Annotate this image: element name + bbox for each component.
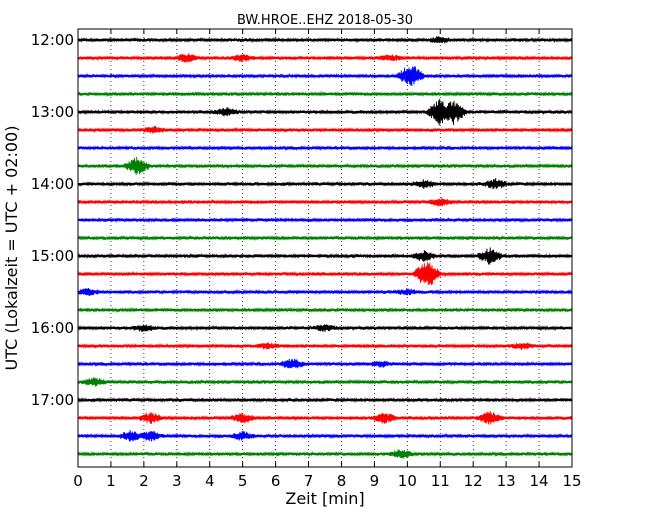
y-tick-label: 15:00	[31, 247, 74, 265]
trace-1330	[77, 144, 573, 152]
y-tick-label: 14:00	[31, 175, 74, 193]
trace-1745	[77, 449, 573, 459]
x-tick-label: 0	[73, 472, 83, 490]
x-tick-label: 12	[464, 472, 483, 490]
y-tick-label: 13:00	[31, 103, 74, 121]
x-tick-label: 6	[271, 472, 281, 490]
trace-1200	[77, 36, 573, 44]
y-tick-label: 12:00	[31, 31, 74, 49]
y-tick-label: 16:00	[31, 319, 74, 337]
x-tick-label: 9	[370, 472, 380, 490]
y-tick-label: 17:00	[31, 391, 74, 409]
x-axis-ticks: 0 1 2 3 4 5 6 7 8 9 10 11 12 13 14 15	[73, 29, 582, 490]
y-axis-label: UTC (Lokalzeit = UTC + 02:00)	[2, 126, 21, 371]
trace-1645	[77, 376, 573, 387]
trace-1615	[77, 342, 573, 351]
y-axis-ticks: 12:00 13:00 14:00 15:00 16:00 17:00	[31, 31, 572, 409]
plot-frame	[77, 28, 573, 468]
trace-1245	[77, 90, 573, 98]
x-axis-label: Zeit [min]	[285, 489, 364, 508]
x-tick-label: 14	[530, 472, 549, 490]
trace-1730	[77, 430, 573, 442]
trace-1530	[77, 287, 573, 296]
x-tick-label: 15	[562, 472, 581, 490]
trace-1315	[77, 125, 573, 134]
trace-1300	[77, 98, 573, 126]
x-tick-label: 11	[431, 472, 450, 490]
trace-1215	[77, 53, 573, 63]
trace-1400	[77, 177, 573, 190]
chart-title: BW.HROE..EHZ 2018-05-30	[237, 13, 413, 28]
x-tick-label: 2	[139, 472, 149, 490]
seismic-traces	[77, 36, 573, 459]
trace-1600	[77, 324, 573, 332]
x-tick-label: 10	[398, 472, 417, 490]
trace-1415	[77, 197, 573, 207]
x-tick-label: 1	[106, 472, 116, 490]
trace-1630	[77, 358, 573, 369]
trace-1545	[77, 306, 573, 314]
x-tick-label: 4	[205, 472, 215, 490]
trace-1515	[77, 262, 573, 286]
x-tick-label: 8	[337, 472, 347, 490]
trace-1445	[77, 234, 573, 242]
trace-1430	[77, 216, 573, 224]
trace-1345	[77, 156, 573, 175]
trace-1715	[77, 410, 573, 425]
trace-1500	[77, 247, 573, 265]
x-tick-label: 5	[238, 472, 248, 490]
trace-1700	[77, 396, 573, 404]
x-tick-label: 7	[304, 472, 314, 490]
x-tick-label: 3	[172, 472, 182, 490]
x-tick-label: 13	[497, 472, 516, 490]
trace-1230	[77, 66, 573, 87]
